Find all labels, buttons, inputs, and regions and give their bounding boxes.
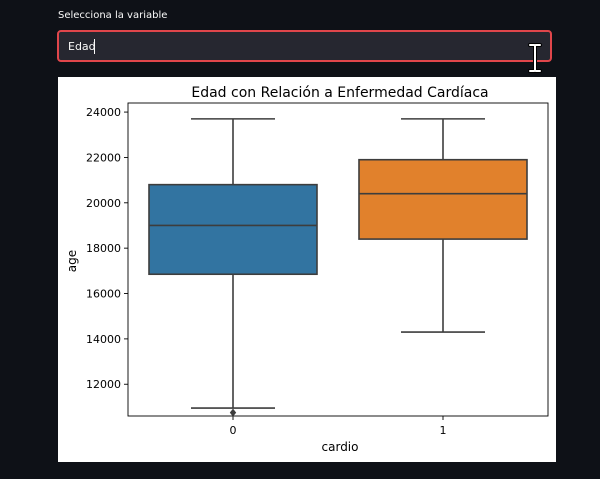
y-tick-label: 18000 — [86, 242, 121, 255]
x-tick-label: 0 — [230, 424, 237, 437]
variable-select[interactable]: Edad — [57, 30, 552, 62]
x-axis-label: cardio — [322, 440, 359, 454]
box-1 — [358, 158, 528, 240]
y-tick-label: 22000 — [86, 151, 121, 164]
box-0 — [148, 183, 318, 276]
y-tick-label: 12000 — [86, 378, 121, 391]
outlier-marker — [229, 408, 237, 417]
box-plot: Edad con Relación a Enfermedad Cardíaca … — [65, 85, 549, 454]
field-label: Selecciona la variable — [58, 10, 168, 21]
y-tick-label: 24000 — [86, 106, 121, 119]
x-tick-label: 1 — [440, 424, 447, 437]
y-axis-label: age — [65, 250, 79, 272]
text-caret — [94, 39, 95, 54]
text-cursor-icon — [528, 43, 542, 73]
chart-title: Edad con Relación a Enfermedad Cardíaca — [191, 85, 488, 101]
y-tick-label: 14000 — [86, 333, 121, 346]
chart-panel: Edad con Relación a Enfermedad Cardíaca … — [58, 77, 556, 462]
y-tick-label: 20000 — [86, 197, 121, 210]
variable-select-value: Edad — [68, 40, 96, 53]
y-tick-label: 16000 — [86, 288, 121, 301]
